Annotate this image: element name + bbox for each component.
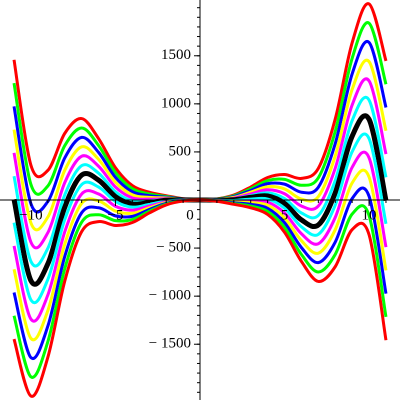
y-tick-label: − 500 xyxy=(156,240,191,256)
y-tick-label: − 1000 xyxy=(149,288,191,304)
x-tick-label: 0 xyxy=(186,207,194,223)
y-tick-label: 1500 xyxy=(161,47,191,63)
x-tick-label: 10 xyxy=(362,207,377,223)
y-tick-label: − 1500 xyxy=(149,336,191,352)
x-tick-label: −10 xyxy=(19,207,42,223)
y-tick-label: 500 xyxy=(169,143,192,159)
x-tick-label: 5 xyxy=(281,207,289,223)
y-tick-label: 1000 xyxy=(161,95,191,111)
x-tick-label: −5 xyxy=(107,207,123,223)
